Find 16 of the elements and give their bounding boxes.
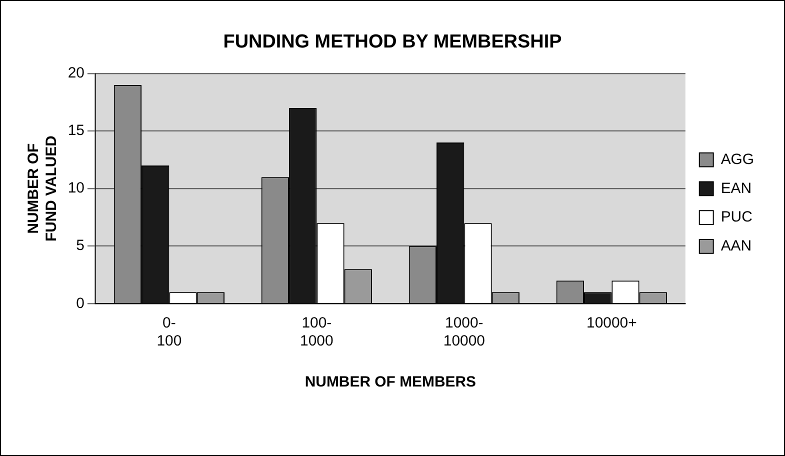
y-tick-label: 20 [68, 64, 84, 82]
y-tick-label: 5 [76, 237, 84, 254]
x-tick-label: 10000+ [586, 314, 637, 332]
x-axis-title: NUMBER OF MEMBERS [304, 373, 476, 390]
x-tick-label: 1000-10000 [443, 314, 485, 350]
x-tick-label: 100-1000 [300, 314, 334, 350]
x-tick-label: 0-100 [156, 314, 182, 350]
legend-label: AGG [720, 150, 754, 168]
chart-title: FUNDING METHOD BY MEMBERSHIP [223, 31, 562, 52]
y-tick-label: 0 [76, 294, 84, 312]
y-axis-title: NUMBER OF FUND VALUED [25, 135, 60, 242]
y-tick-label: 10 [68, 180, 84, 197]
y-tick-label: 15 [68, 122, 84, 140]
legend-label: AAN [720, 238, 752, 255]
legend-label: EAN [720, 180, 752, 197]
legend-label: PUC [720, 208, 753, 226]
